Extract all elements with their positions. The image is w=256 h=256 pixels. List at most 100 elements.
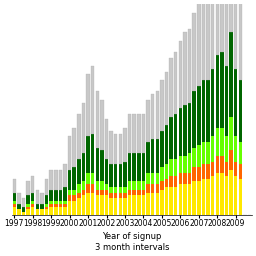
Bar xyxy=(151,94,154,139)
Bar xyxy=(128,195,131,215)
Bar xyxy=(132,153,136,181)
Bar xyxy=(72,195,76,201)
Bar xyxy=(169,58,173,117)
Bar xyxy=(174,187,177,215)
Bar xyxy=(17,204,20,209)
Bar xyxy=(229,32,233,117)
Bar xyxy=(202,142,205,164)
Bar xyxy=(72,190,76,195)
Bar xyxy=(13,207,16,215)
Bar xyxy=(68,190,71,195)
Bar xyxy=(197,1,200,86)
Bar xyxy=(188,153,191,173)
Bar xyxy=(179,41,182,108)
Bar xyxy=(169,159,173,176)
Bar xyxy=(137,114,141,153)
Bar xyxy=(239,0,242,80)
Bar xyxy=(211,162,214,176)
Bar xyxy=(146,173,150,184)
Bar xyxy=(137,153,141,181)
Bar xyxy=(197,86,200,145)
Bar xyxy=(160,181,164,190)
Bar xyxy=(165,72,168,125)
Bar xyxy=(229,151,233,170)
Bar xyxy=(229,0,233,32)
Bar xyxy=(13,193,16,201)
Bar xyxy=(59,204,62,207)
Bar xyxy=(77,198,81,215)
Bar xyxy=(146,142,150,173)
Bar xyxy=(174,52,177,114)
Bar xyxy=(165,187,168,215)
Bar xyxy=(128,153,131,181)
Bar xyxy=(216,156,219,173)
Bar xyxy=(239,80,242,142)
Bar xyxy=(13,204,16,207)
Bar xyxy=(68,195,71,201)
Bar xyxy=(174,176,177,187)
Bar xyxy=(59,207,62,215)
Bar xyxy=(220,128,223,156)
Bar xyxy=(216,55,219,128)
Bar xyxy=(132,190,136,195)
Bar xyxy=(188,103,191,153)
Bar xyxy=(82,181,85,190)
Bar xyxy=(206,178,210,215)
Bar xyxy=(174,159,177,176)
Bar xyxy=(142,114,145,153)
Bar xyxy=(188,29,191,103)
Bar xyxy=(220,156,223,173)
Bar xyxy=(54,207,58,215)
Bar xyxy=(100,151,104,181)
Bar xyxy=(63,201,67,204)
Bar xyxy=(72,201,76,215)
Bar xyxy=(68,136,71,170)
Bar xyxy=(95,181,99,190)
Bar xyxy=(26,207,30,209)
Bar xyxy=(82,195,85,215)
Bar xyxy=(95,148,99,181)
Bar xyxy=(105,184,108,190)
Bar xyxy=(95,195,99,215)
Bar xyxy=(202,178,205,215)
Bar xyxy=(26,195,30,204)
Bar xyxy=(26,204,30,207)
Bar xyxy=(156,173,159,184)
Bar xyxy=(86,184,90,193)
Bar xyxy=(86,74,90,136)
Bar xyxy=(193,181,196,215)
Bar xyxy=(123,162,127,187)
Bar xyxy=(95,91,99,148)
Bar xyxy=(137,181,141,190)
Bar xyxy=(17,209,20,215)
Bar xyxy=(36,190,39,204)
Bar xyxy=(109,187,113,193)
Bar xyxy=(91,134,94,173)
Bar xyxy=(40,193,44,204)
Bar xyxy=(72,128,76,167)
Bar xyxy=(100,190,104,195)
Bar xyxy=(183,156,187,173)
Bar xyxy=(109,164,113,187)
Bar xyxy=(179,173,182,184)
Bar xyxy=(128,190,131,195)
Bar xyxy=(160,190,164,215)
Bar xyxy=(239,142,242,164)
Bar xyxy=(169,176,173,187)
Bar xyxy=(123,198,127,215)
Bar xyxy=(22,198,25,207)
Bar xyxy=(142,181,145,190)
Bar xyxy=(40,209,44,215)
Bar xyxy=(22,212,25,215)
Bar xyxy=(105,120,108,159)
Bar xyxy=(36,209,39,215)
Bar xyxy=(68,170,71,190)
Bar xyxy=(137,190,141,195)
Bar xyxy=(220,52,223,128)
Bar xyxy=(49,204,53,207)
Bar xyxy=(95,190,99,195)
Bar xyxy=(146,184,150,193)
Bar xyxy=(77,184,81,193)
Bar xyxy=(151,139,154,173)
Bar xyxy=(202,164,205,178)
